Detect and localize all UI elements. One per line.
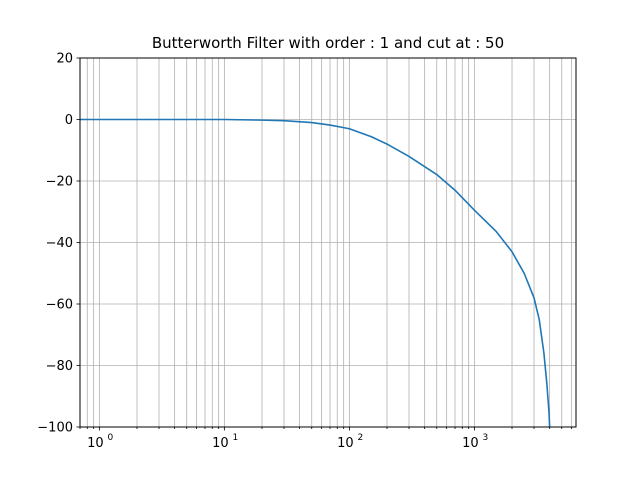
y-tick-label: −100 bbox=[37, 421, 73, 436]
x-tick-exponent: 1 bbox=[233, 433, 239, 443]
x-tick-label: 10 bbox=[337, 436, 354, 451]
y-tick-label: −60 bbox=[46, 298, 73, 313]
y-tick-label: −80 bbox=[46, 359, 73, 374]
x-tick-exponent: 0 bbox=[107, 433, 113, 443]
series-line bbox=[80, 118, 551, 428]
x-tick-label: 10 bbox=[87, 436, 104, 451]
y-tick-label: 0 bbox=[65, 113, 73, 128]
grid bbox=[79, 57, 576, 428]
y-tick-label: −20 bbox=[46, 175, 73, 190]
x-tick-exponent: 3 bbox=[483, 433, 489, 443]
chart-title: Butterworth Filter with order : 1 and cu… bbox=[151, 34, 505, 52]
series-layer bbox=[80, 118, 551, 428]
y-tick-label: −40 bbox=[46, 236, 73, 251]
x-tick-label: 10 bbox=[212, 436, 229, 451]
x-tick-label: 10 bbox=[462, 436, 479, 451]
x-tick-exponent: 2 bbox=[358, 433, 364, 443]
y-tick-label: 20 bbox=[56, 52, 73, 67]
